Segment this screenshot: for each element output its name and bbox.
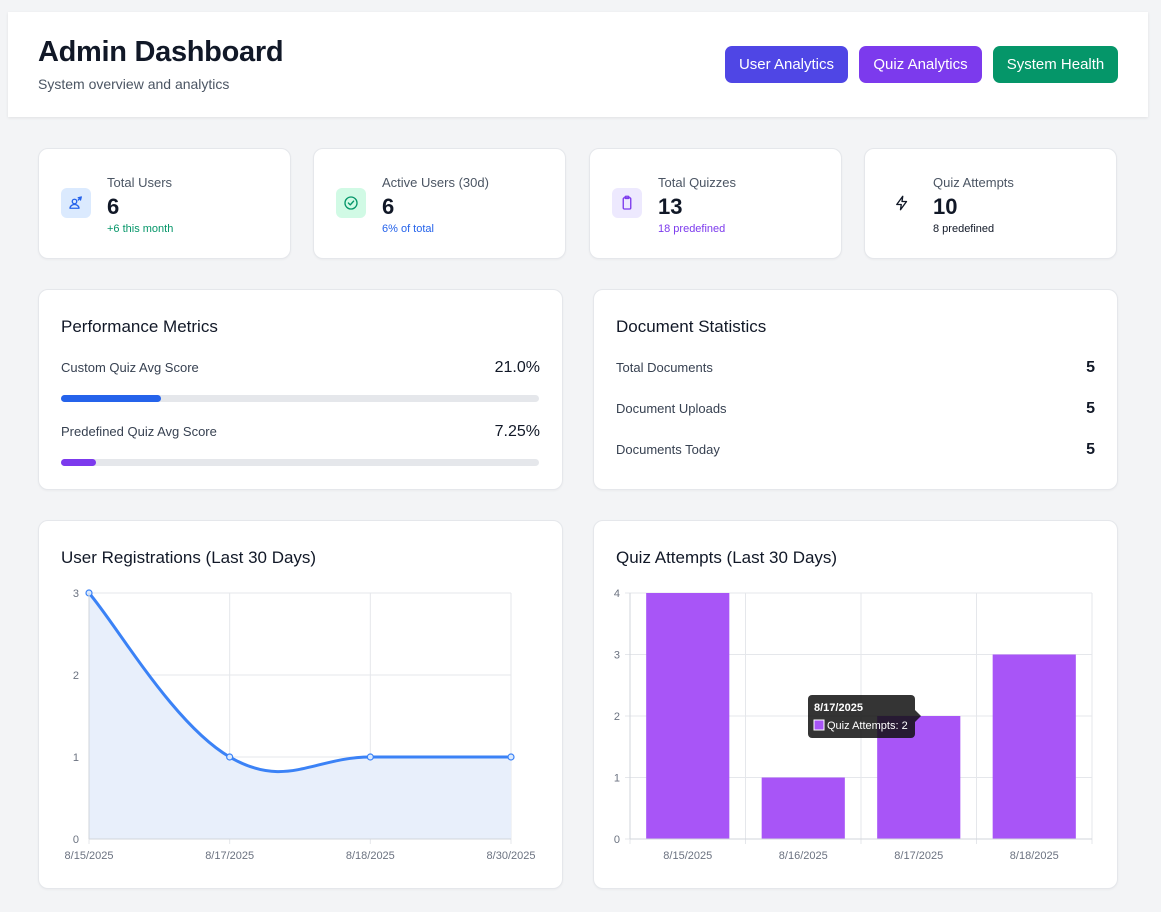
x-tick-label: 8/17/2025 <box>894 850 943 862</box>
user-registrations-card: User Registrations (Last 30 Days) 0 1 2 3 8/… <box>38 520 563 889</box>
x-tick-label: 8/16/2025 <box>779 850 828 862</box>
user-icon <box>61 188 91 218</box>
doc-label: Documents Today <box>616 442 720 457</box>
header: Admin Dashboard System overview and anal… <box>8 12 1148 117</box>
stat-label: Total Quizzes <box>658 175 737 190</box>
page-title: Admin Dashboard <box>38 36 284 68</box>
y-tick-label: 1 <box>614 773 620 785</box>
bar-chart: 0 1 2 3 4 8/15/2025 8/16/2025 8/17/2025 8/18/202… <box>614 588 1093 862</box>
stat-value: 6 <box>107 194 120 219</box>
doc-value: 5 <box>1086 359 1095 376</box>
progress-fill <box>61 395 162 402</box>
x-tick-label: 8/17/2025 <box>205 850 254 862</box>
y-tick-label: 1 <box>73 752 79 764</box>
y-tick-label: 2 <box>73 670 79 682</box>
tooltip-swatch <box>813 719 825 731</box>
stat-label: Total Users <box>107 175 173 190</box>
doc-value: 5 <box>1086 441 1095 458</box>
metric-value: 21.0% <box>494 359 540 376</box>
page-subtitle: System overview and analytics <box>38 76 230 92</box>
document-statistics-card: Document Statistics Total Documents 5 Do… <box>593 289 1118 490</box>
tooltip-label: Quiz Attempts: 2 <box>827 720 908 732</box>
doc-label: Document Uploads <box>616 401 727 416</box>
stat-value: 10 <box>933 194 958 219</box>
bar <box>992 654 1076 839</box>
stat-note: 18 predefined <box>658 223 726 235</box>
y-tick-label: 0 <box>614 834 620 846</box>
stat-label: Quiz Attempts <box>933 175 1014 190</box>
y-tick-label: 2 <box>614 711 620 723</box>
data-point <box>507 753 515 761</box>
x-tick-label: 8/15/2025 <box>65 850 114 862</box>
system-health-button[interactable]: System Health <box>993 46 1118 83</box>
stat-card-total-quizzes: Total Quizzes 13 18 predefined <box>589 148 842 259</box>
stat-card-active-users: Active Users (30d) 6 6% of total <box>313 148 566 259</box>
panel-title: Performance Metrics <box>61 317 218 336</box>
bar <box>761 777 845 839</box>
tooltip-caret <box>915 710 921 722</box>
stat-note: +6 this month <box>107 223 174 235</box>
area-fill <box>89 593 511 839</box>
stat-label: Active Users (30d) <box>382 175 489 190</box>
x-tick-label: 8/15/2025 <box>663 850 712 862</box>
check-circle-icon <box>336 188 366 218</box>
stat-card-total-users: Total Users 6 +6 this month <box>38 148 291 259</box>
stat-value: 13 <box>658 194 683 219</box>
line-chart: 0 1 2 3 8/15/2025 8/17/2025 8/18/2025 8/30/2025 <box>65 588 536 862</box>
y-tick-label: 3 <box>73 588 79 600</box>
doc-label: Total Documents <box>616 360 713 375</box>
data-point <box>366 753 374 761</box>
lightning-icon <box>887 188 917 218</box>
metric-label: Predefined Quiz Avg Score <box>61 424 217 439</box>
panel-title: Document Statistics <box>616 317 767 336</box>
stat-note: 6% of total <box>382 223 434 235</box>
performance-metrics-card: Performance Metrics Custom Quiz Avg Scor… <box>38 289 563 490</box>
chart-title: Quiz Attempts (Last 30 Days) <box>616 548 838 567</box>
quiz-attempts-card: Quiz Attempts (Last 30 Days) 0 1 2 3 4 8/15/2… <box>593 520 1118 889</box>
data-point <box>226 753 234 761</box>
series-line <box>87 592 511 774</box>
x-tick-label: 8/30/2025 <box>487 850 536 862</box>
metric-label: Custom Quiz Avg Score <box>61 360 199 375</box>
tooltip-box <box>808 695 915 738</box>
x-tick-label: 8/18/2025 <box>1010 850 1059 862</box>
bar <box>646 593 730 839</box>
clipboard-icon <box>612 188 642 218</box>
chart-title: User Registrations (Last 30 Days) <box>61 548 317 567</box>
x-tick-label: 8/18/2025 <box>346 850 395 862</box>
stat-card-quiz-attempts: Quiz Attempts 10 8 predefined <box>864 148 1117 259</box>
progress-fill <box>61 459 96 466</box>
quiz-analytics-button[interactable]: Quiz Analytics <box>859 46 982 83</box>
stat-value: 6 <box>382 194 395 219</box>
metric-value: 7.25% <box>494 423 540 440</box>
doc-value: 5 <box>1086 400 1095 417</box>
progress-track <box>61 459 539 466</box>
tooltip-title: 8/17/2025 <box>814 702 863 714</box>
user-analytics-button[interactable]: User Analytics <box>725 46 848 83</box>
progress-track <box>61 395 539 402</box>
y-tick-label: 4 <box>614 588 620 600</box>
stat-note: 8 predefined <box>933 223 995 235</box>
y-tick-label: 0 <box>73 834 79 846</box>
y-tick-label: 3 <box>614 650 620 662</box>
